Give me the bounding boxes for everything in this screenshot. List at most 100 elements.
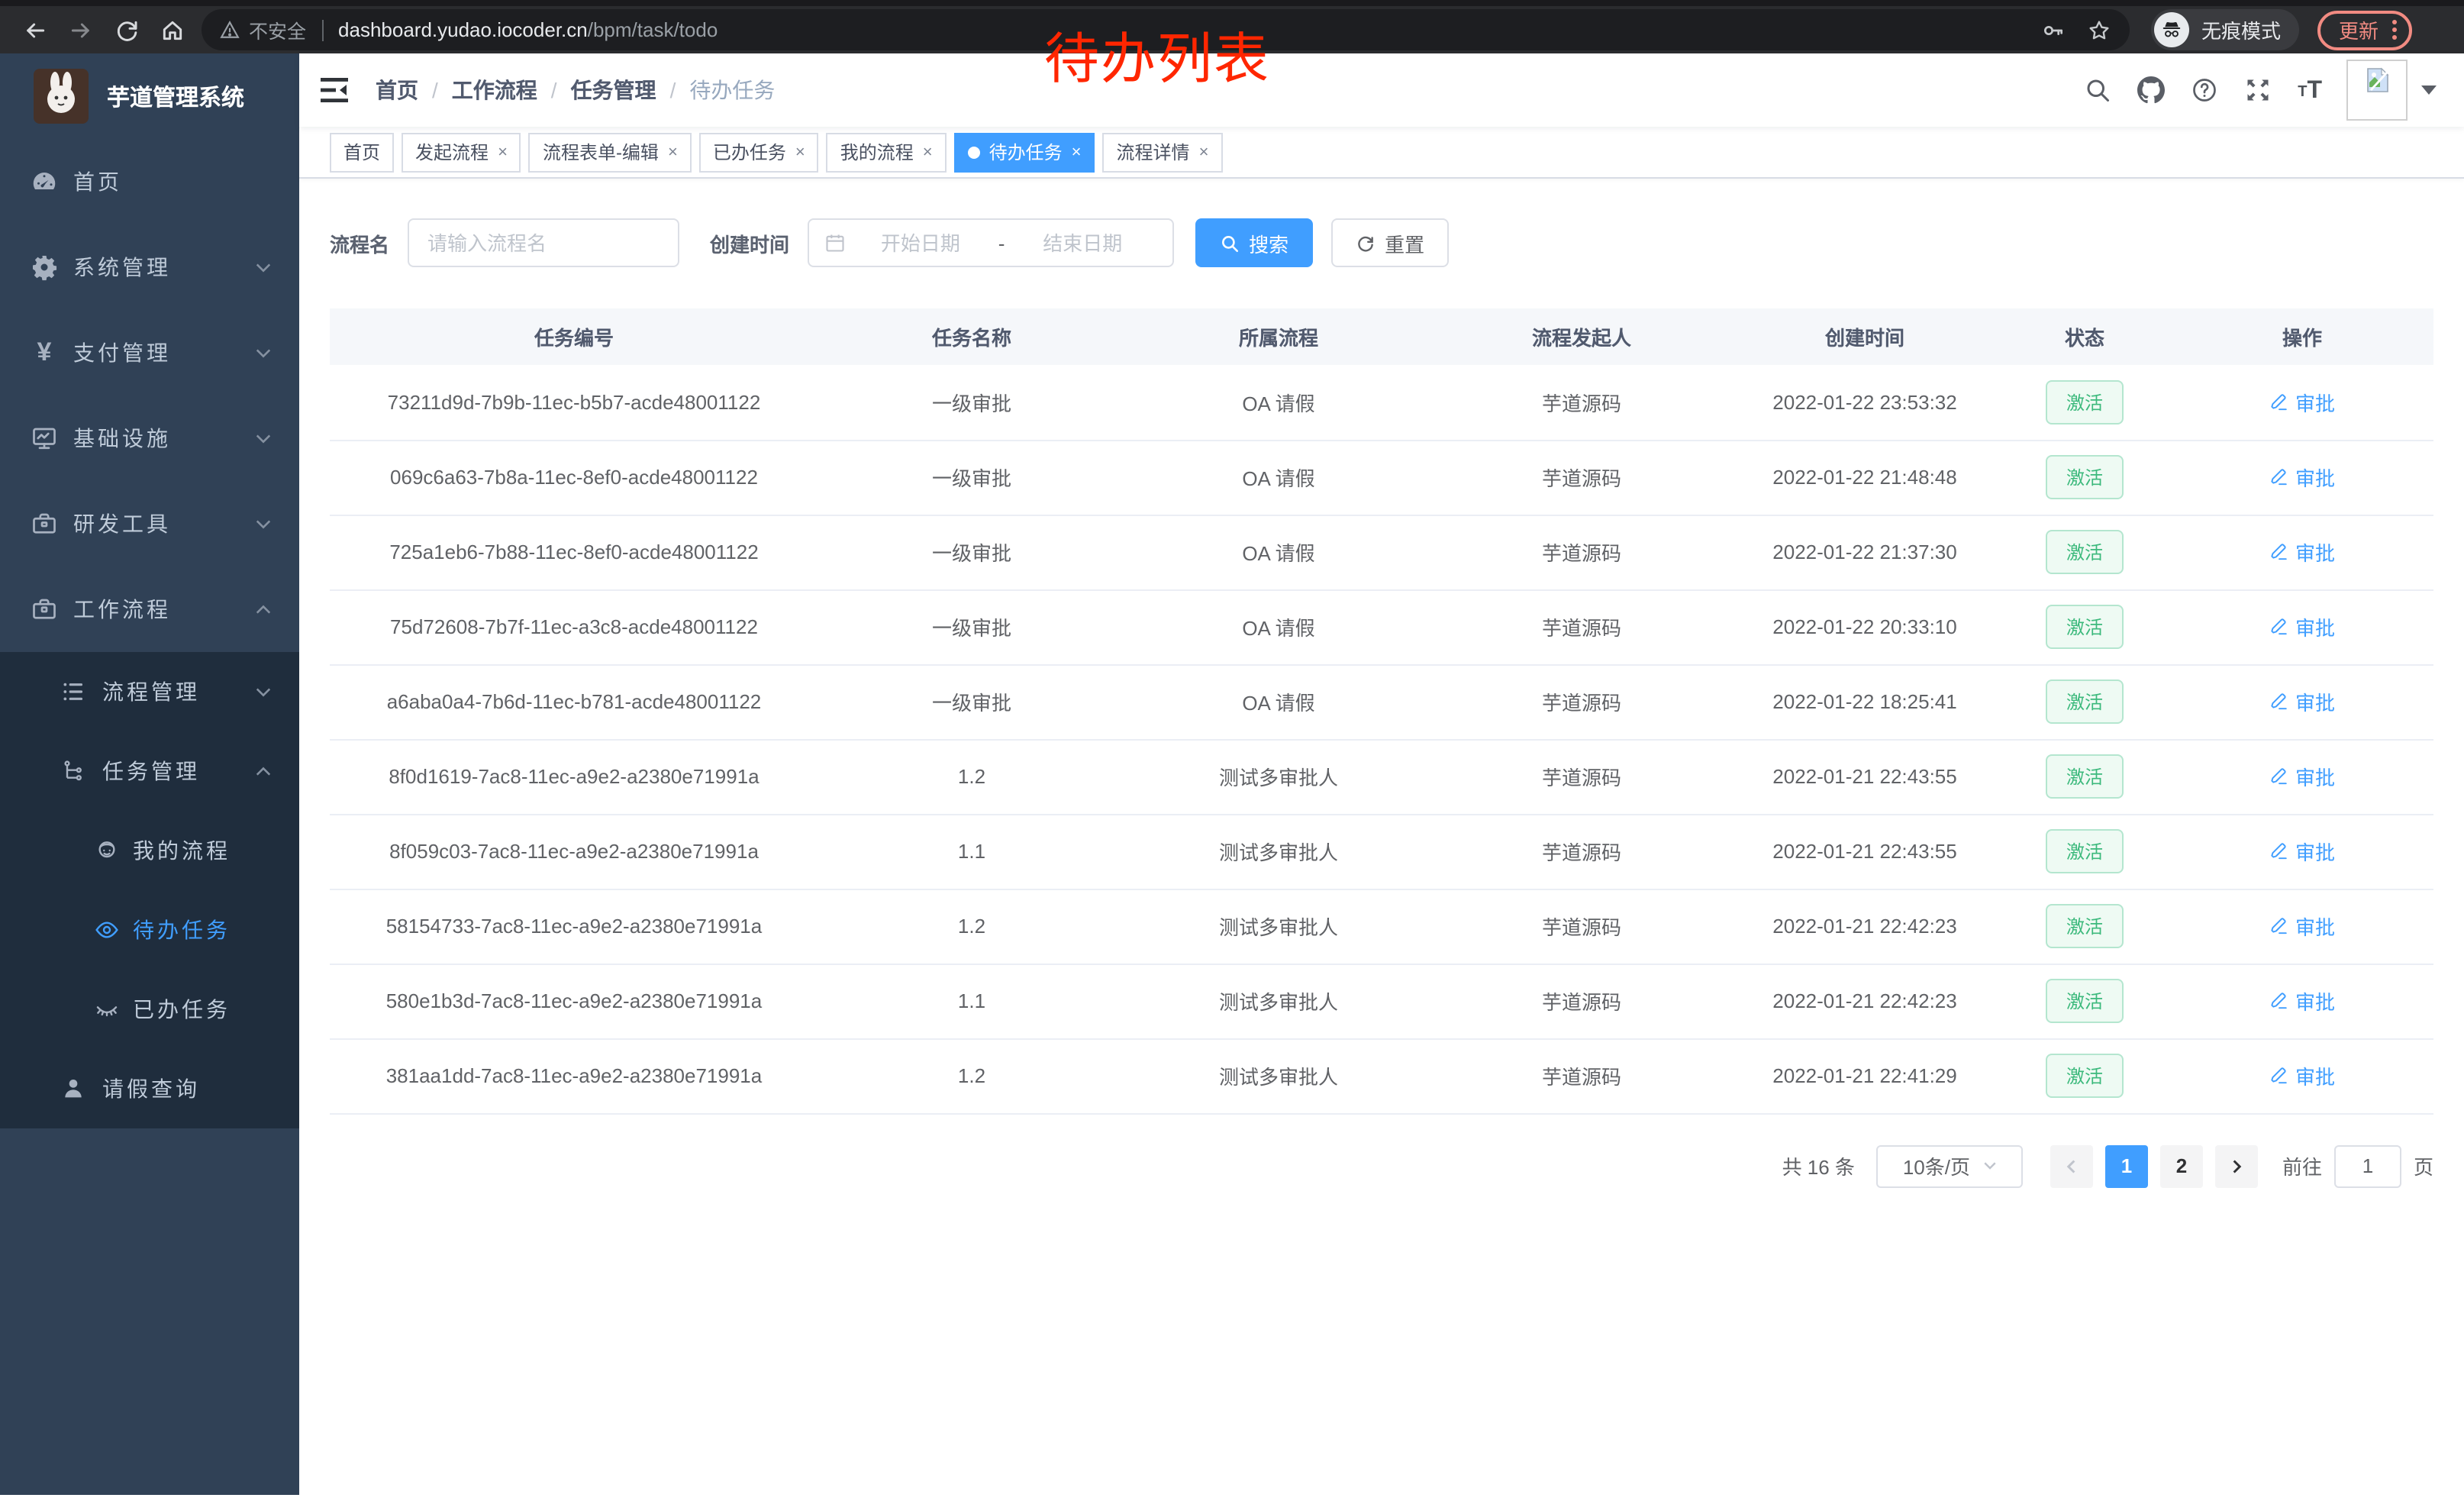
bookmark-star-icon[interactable] <box>2087 18 2111 42</box>
cell-create-time: 2022-01-22 21:37:30 <box>1731 515 1998 590</box>
tab-form-edit[interactable]: 流程表单-编辑 × <box>528 132 692 172</box>
cell-task-id: 725a1eb6-7b88-11ec-8ef0-acde48001122 <box>330 515 818 590</box>
approve-link[interactable]: 审批 <box>2269 537 2335 567</box>
avatar[interactable] <box>2346 60 2408 121</box>
cell-create-time: 2022-01-21 22:43:55 <box>1731 739 1998 815</box>
cell-process: 测试多审批人 <box>1125 739 1432 815</box>
sidebar-item-home[interactable]: 首页 <box>0 139 299 224</box>
start-date-input[interactable] <box>846 231 995 254</box>
approve-link[interactable]: 审批 <box>2269 687 2335 716</box>
search-form: 流程名 创建时间 - 搜索 重置 <box>330 218 2433 267</box>
approve-link[interactable]: 审批 <box>2269 837 2335 866</box>
cell-task-name: 一级审批 <box>818 664 1125 740</box>
cell-task-name: 一级审批 <box>818 440 1125 515</box>
sidebar-item-payment[interactable]: ¥ 支付管理 <box>0 310 299 395</box>
sidebar-item-workflow[interactable]: 工作流程 <box>0 567 299 652</box>
close-icon[interactable]: × <box>795 143 805 161</box>
search-icon[interactable] <box>2084 76 2111 104</box>
url-bar[interactable]: 不安全 dashboard.yudao.iocoder.cn /bpm/task… <box>202 9 2130 50</box>
cell-task-name: 1.2 <box>818 739 1125 815</box>
update-button[interactable]: 更新 <box>2317 10 2413 50</box>
page-size-select[interactable]: 10条/页 <box>1875 1144 2023 1187</box>
breadcrumb-home[interactable]: 首页 <box>376 78 418 102</box>
close-icon[interactable]: × <box>1071 143 1082 161</box>
cell-create-time: 2022-01-21 22:41:29 <box>1731 1038 1998 1114</box>
sidebar-item-label: 支付管理 <box>73 341 171 365</box>
close-icon[interactable]: × <box>1198 143 1209 161</box>
sidebar-item-label: 系统管理 <box>73 255 171 279</box>
breadcrumb: 首页 / 工作流程 / 任务管理 / 待办任务 <box>376 75 775 105</box>
cell-task-id: 069c6a63-7b8a-11ec-8ef0-acde48001122 <box>330 440 818 515</box>
approve-link[interactable]: 审批 <box>2269 912 2335 941</box>
cell-initiator: 芋道源码 <box>1432 889 1731 964</box>
cell-task-id: 381aa1dd-7ac8-11ec-a9e2-a2380e71991a <box>330 1038 818 1114</box>
sidebar-item-todo-tasks[interactable]: 待办任务 <box>0 890 299 970</box>
github-icon[interactable] <box>2137 76 2166 104</box>
sidebar-item-leave-query[interactable]: 请假查询 <box>0 1049 299 1128</box>
reload-icon[interactable] <box>104 9 150 50</box>
sidebar-fold-icon[interactable] <box>321 78 348 102</box>
date-range-picker[interactable]: - <box>808 218 1175 267</box>
tab-start-process[interactable]: 发起流程 × <box>402 132 521 172</box>
goto-page-input[interactable] <box>2333 1144 2401 1187</box>
close-icon[interactable]: × <box>498 143 508 161</box>
sidebar-item-task-management[interactable]: 任务管理 <box>0 731 299 811</box>
tab-done-tasks[interactable]: 已办任务 × <box>698 132 819 172</box>
cell-task-id: 580e1b3d-7ac8-11ec-a9e2-a2380e71991a <box>330 964 818 1039</box>
tab-my-process[interactable]: 我的流程 × <box>826 132 947 172</box>
page-button-1[interactable]: 1 <box>2104 1144 2148 1187</box>
approve-link[interactable]: 审批 <box>2269 1061 2335 1090</box>
page-button-2[interactable]: 2 <box>2159 1144 2203 1187</box>
sidebar-item-label: 任务管理 <box>102 759 200 783</box>
approve-link[interactable]: 审批 <box>2269 612 2335 641</box>
sidebar-item-devtools[interactable]: 研发工具 <box>0 481 299 567</box>
approve-link[interactable]: 审批 <box>2269 463 2335 492</box>
avatar-caret-icon[interactable] <box>2421 86 2437 95</box>
sidebar-item-label: 我的流程 <box>133 838 231 863</box>
close-icon[interactable]: × <box>667 143 678 161</box>
close-icon[interactable]: × <box>922 143 933 161</box>
active-dot <box>967 146 980 158</box>
sidebar-item-my-process[interactable]: 我的流程 <box>0 811 299 890</box>
tab-home[interactable]: 首页 <box>330 132 395 172</box>
process-name-input[interactable] <box>408 218 680 267</box>
forward-icon[interactable] <box>58 9 104 50</box>
prev-page-button[interactable] <box>2050 1144 2093 1187</box>
back-icon[interactable] <box>12 9 58 50</box>
sidebar-item-done-tasks[interactable]: 已办任务 <box>0 970 299 1049</box>
approve-link[interactable]: 审批 <box>2269 986 2335 1015</box>
reset-button[interactable]: 重置 <box>1331 218 1450 267</box>
sidebar-item-process-management[interactable]: 流程管理 <box>0 652 299 731</box>
cell-task-id: 73211d9d-7b9b-11ec-b5b7-acde48001122 <box>330 365 818 441</box>
approve-link[interactable]: 审批 <box>2269 388 2335 417</box>
app-logo-row[interactable]: 芋道管理系统 <box>0 53 299 139</box>
sidebar-item-system[interactable]: 系统管理 <box>0 224 299 310</box>
table-row: 381aa1dd-7ac8-11ec-a9e2-a2380e71991a 1.2… <box>330 1038 2433 1114</box>
table-row: 580e1b3d-7ac8-11ec-a9e2-a2380e71991a 1.1… <box>330 964 2433 1039</box>
security-label[interactable]: 不安全 <box>249 21 307 43</box>
tab-todo-tasks[interactable]: 待办任务 × <box>953 132 1095 172</box>
approve-link[interactable]: 审批 <box>2269 762 2335 791</box>
col-task-id: 任务编号 <box>330 308 818 365</box>
breadcrumb-task-management[interactable]: 任务管理 <box>570 78 656 102</box>
cell-initiator: 芋道源码 <box>1432 664 1731 740</box>
password-key-icon[interactable] <box>2041 18 2066 42</box>
breadcrumb-workflow[interactable]: 工作流程 <box>451 78 537 102</box>
url-divider <box>321 19 324 40</box>
help-icon[interactable] <box>2191 76 2218 104</box>
yen-icon: ¥ <box>37 337 52 366</box>
tab-process-detail[interactable]: 流程详情 × <box>1102 132 1223 172</box>
app-title: 芋道管理系统 <box>107 85 245 111</box>
status-badge: 激活 <box>2046 455 2123 499</box>
next-page-button[interactable] <box>2214 1144 2258 1187</box>
home-icon[interactable] <box>150 9 195 50</box>
sidebar-item-infrastructure[interactable]: 基础设施 <box>0 395 299 481</box>
end-date-input[interactable] <box>1008 231 1158 254</box>
fullscreen-icon[interactable] <box>2244 76 2272 104</box>
col-process: 所属流程 <box>1125 308 1432 365</box>
browser-menu-icon[interactable] <box>2392 20 2398 40</box>
search-button[interactable]: 搜索 <box>1195 218 1314 267</box>
table-row: 75d72608-7b7f-11ec-a3c8-acde48001122 一级审… <box>330 589 2433 665</box>
